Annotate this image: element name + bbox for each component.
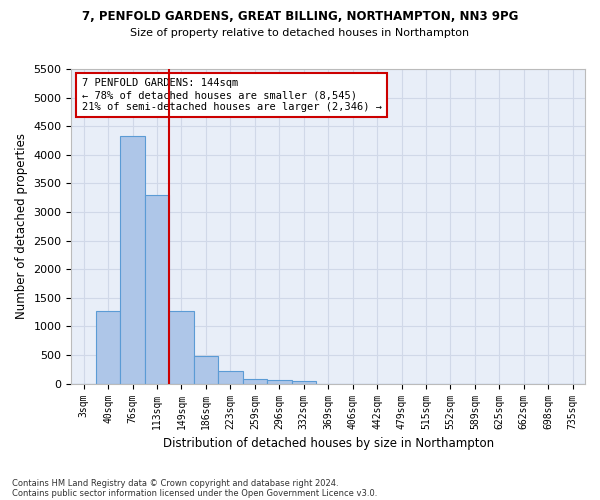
Text: Size of property relative to detached houses in Northampton: Size of property relative to detached ho… bbox=[130, 28, 470, 38]
Bar bbox=[218, 372, 242, 384]
Text: 7 PENFOLD GARDENS: 144sqm
← 78% of detached houses are smaller (8,545)
21% of se: 7 PENFOLD GARDENS: 144sqm ← 78% of detac… bbox=[82, 78, 382, 112]
Bar bbox=[169, 310, 194, 384]
Bar bbox=[145, 195, 169, 384]
X-axis label: Distribution of detached houses by size in Northampton: Distribution of detached houses by size … bbox=[163, 437, 494, 450]
Text: Contains public sector information licensed under the Open Government Licence v3: Contains public sector information licen… bbox=[12, 488, 377, 498]
Text: Contains HM Land Registry data © Crown copyright and database right 2024.: Contains HM Land Registry data © Crown c… bbox=[12, 478, 338, 488]
Bar bbox=[121, 136, 145, 384]
Text: 7, PENFOLD GARDENS, GREAT BILLING, NORTHAMPTON, NN3 9PG: 7, PENFOLD GARDENS, GREAT BILLING, NORTH… bbox=[82, 10, 518, 23]
Bar bbox=[267, 380, 292, 384]
Bar bbox=[96, 311, 121, 384]
Bar bbox=[292, 380, 316, 384]
Bar bbox=[194, 356, 218, 384]
Bar bbox=[242, 378, 267, 384]
Y-axis label: Number of detached properties: Number of detached properties bbox=[15, 134, 28, 320]
